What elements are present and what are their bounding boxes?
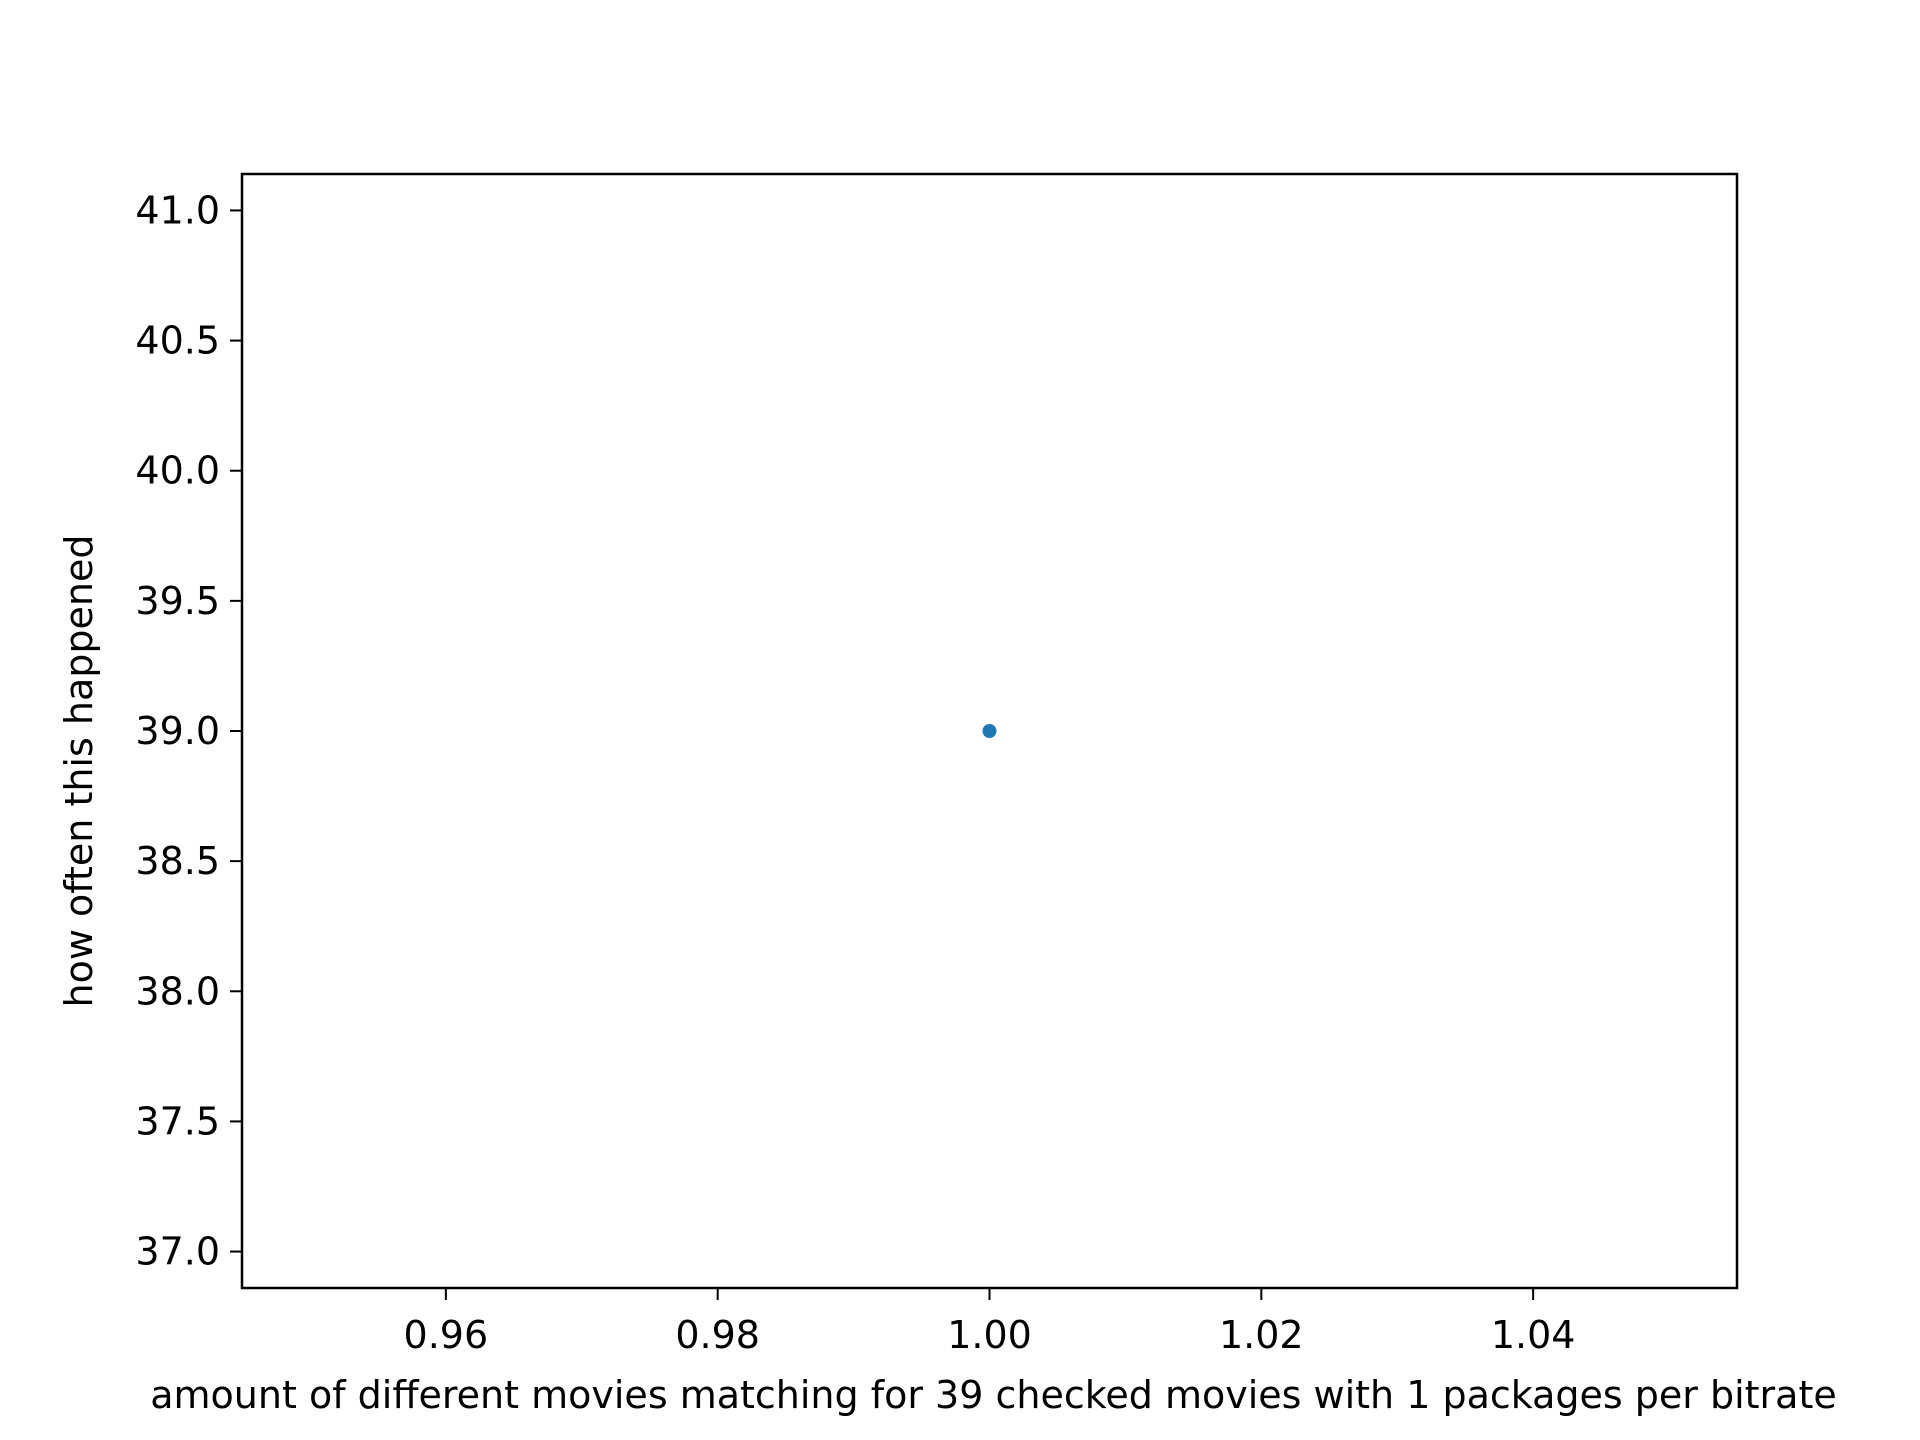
- y-tick-label: 41.0: [135, 188, 220, 232]
- data-point: [982, 724, 997, 738]
- x-tick-label: 1.00: [947, 1313, 1032, 1357]
- y-tick-label: 38.5: [135, 839, 220, 883]
- y-tick-label: 40.0: [135, 449, 220, 493]
- y-tick-label: 37.0: [135, 1230, 220, 1274]
- x-tick-label: 0.98: [675, 1313, 760, 1357]
- data-points: [982, 724, 997, 738]
- y-tick-label: 39.5: [135, 579, 220, 623]
- y-tick-label: 39.0: [135, 709, 220, 753]
- x-tick-label: 0.96: [404, 1313, 489, 1357]
- y-axis-ticks: 37.0 37.5 38.0 38.5 39.0 39.5 40.0 40.5 41.0: [135, 188, 242, 1274]
- x-tick-label: 1.02: [1219, 1313, 1304, 1357]
- y-tick-label: 40.5: [135, 319, 220, 363]
- y-tick-label: 38.0: [135, 969, 220, 1013]
- y-axis-label: how often this happened: [57, 535, 101, 1008]
- x-axis-ticks: 0.96 0.98 1.00 1.02 1.04: [404, 1288, 1576, 1357]
- y-tick-label: 37.5: [135, 1099, 220, 1143]
- x-tick-label: 1.04: [1491, 1313, 1576, 1357]
- x-axis-label: amount of different movies matching for …: [150, 1373, 1837, 1417]
